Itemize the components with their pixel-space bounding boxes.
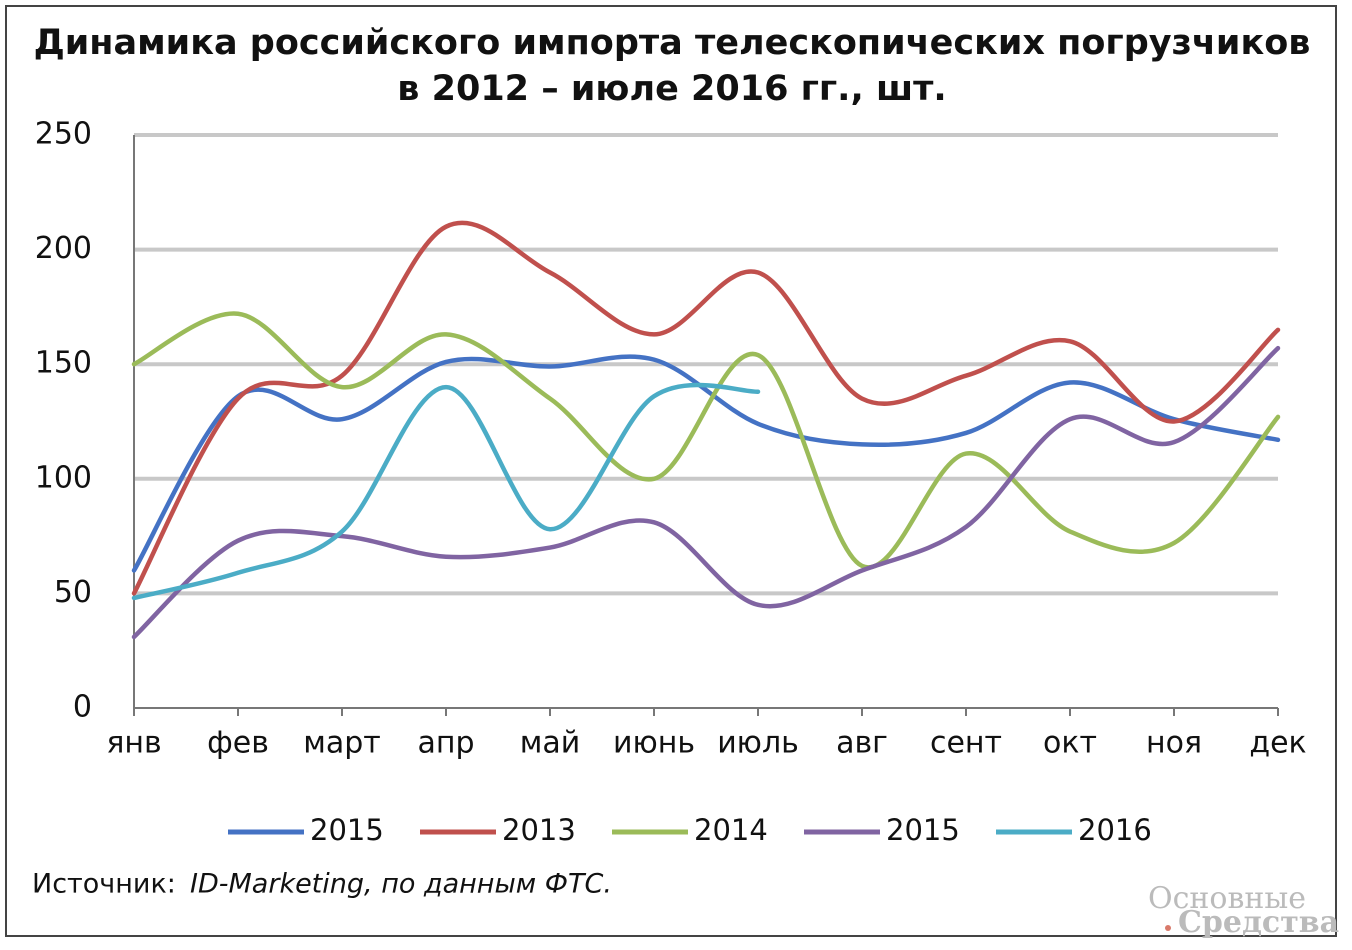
legend-label: 2015 <box>310 813 384 847</box>
x-tick-label: дек <box>1249 726 1306 761</box>
x-tick-label: апр <box>417 726 474 761</box>
x-tick-label: март <box>303 726 381 761</box>
series-line <box>131 345 1281 640</box>
x-tick-label: сент <box>930 726 1002 761</box>
series-line <box>131 220 1281 596</box>
chart-subtitle: в 2012 – июле 2016 гг., шт. <box>397 69 946 109</box>
x-tick-label: ноя <box>1146 726 1202 761</box>
x-tick-label: янв <box>106 726 161 761</box>
y-tick-label: 150 <box>35 346 92 381</box>
source-label: Источник: <box>32 869 176 900</box>
x-tick-label: май <box>520 726 581 761</box>
x-tick-label: июль <box>717 726 799 761</box>
legend-label: 2014 <box>694 813 768 847</box>
legend-label: 2016 <box>1078 813 1152 847</box>
x-tick-label: июнь <box>613 726 695 761</box>
legend-label: 2013 <box>502 813 576 847</box>
frame <box>5 5 1337 937</box>
series-line <box>131 382 761 601</box>
watermark-dot <box>1165 925 1171 931</box>
x-tick-label: авг <box>836 726 888 761</box>
legend-label: 2015 <box>886 813 960 847</box>
y-tick-label: 50 <box>54 575 92 610</box>
x-tick-label: фев <box>207 726 269 761</box>
x-tick-label: окт <box>1043 726 1097 761</box>
y-tick-label: 0 <box>73 690 92 725</box>
watermark: Средства <box>1178 905 1339 940</box>
watermark: Основные <box>1148 881 1306 916</box>
series-line <box>131 354 1281 573</box>
y-tick-label: 200 <box>35 231 92 266</box>
series-line <box>131 311 1281 570</box>
y-tick-label: 100 <box>35 460 92 495</box>
chart-title: Динамика российского импорта телескопиче… <box>34 23 1311 63</box>
y-tick-label: 250 <box>35 117 92 152</box>
source-text: ID-Marketing, по данным ФТС. <box>190 869 612 900</box>
